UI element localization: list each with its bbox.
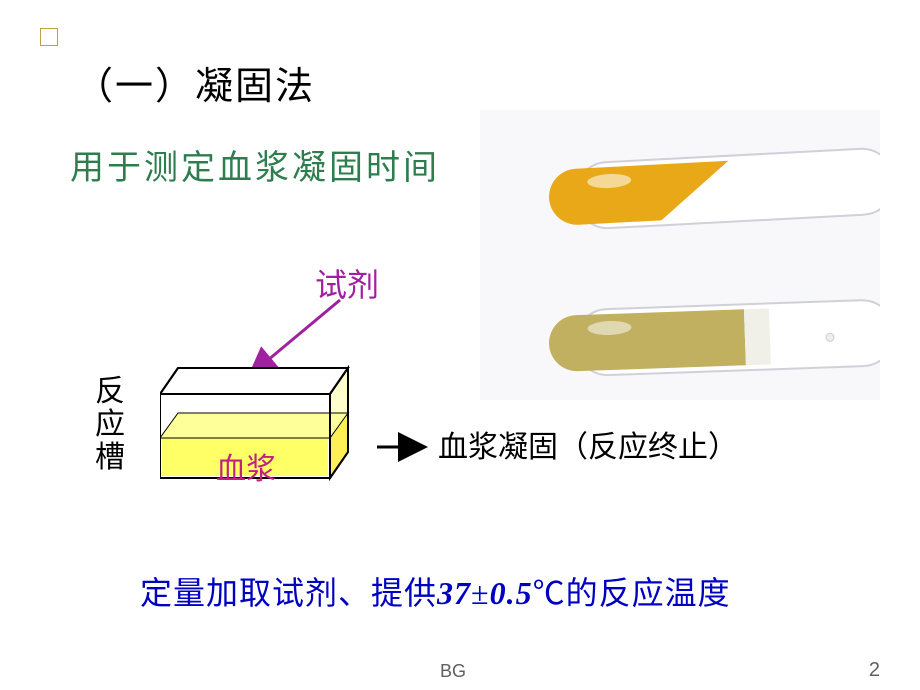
tank-label-line: 反 (95, 375, 125, 408)
test-tubes-photo (480, 110, 880, 400)
footer-page: 2 (869, 659, 880, 682)
tank-label: 反 应 槽 (95, 375, 125, 474)
plus-minus: ± (471, 575, 490, 611)
temp-tol: 0.5 (490, 575, 533, 611)
tank-label-line: 应 (95, 408, 125, 441)
bottom-note: 定量加取试剂、提供37±0.5℃的反应温度 (140, 568, 731, 614)
bottom-suffix: 的反应温度 (566, 575, 731, 611)
result-arrow (375, 432, 435, 462)
section-title: （一）凝固法 (75, 55, 315, 110)
section-subtitle: 用于测定血浆凝固时间 (70, 140, 440, 189)
result-label: 血浆凝固（反应终止） (438, 422, 738, 466)
bottom-prefix: 定量加取试剂、提供 (140, 575, 437, 611)
plasma-label: 血浆 (216, 444, 276, 488)
footer-author: BG (440, 661, 466, 682)
temp-unit: ℃ (533, 575, 566, 611)
tank-label-line: 槽 (95, 441, 125, 474)
corner-frame (40, 28, 58, 46)
temp-number: 37 (437, 575, 471, 611)
